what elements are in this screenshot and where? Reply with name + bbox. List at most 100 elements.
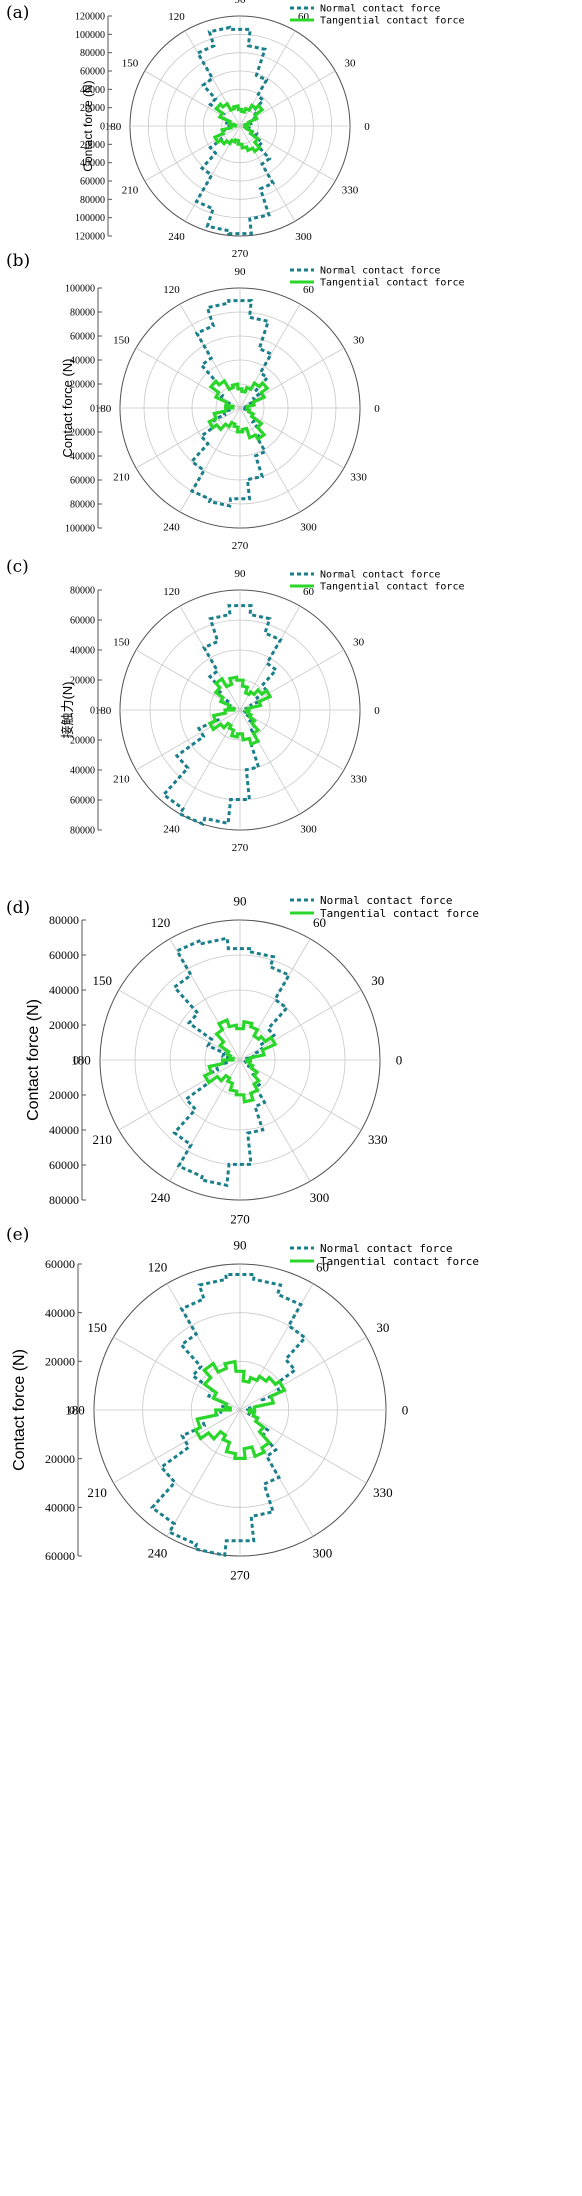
radial-line [179, 605, 241, 711]
y-tick-label: 40000 [80, 158, 105, 169]
y-tick-label: 0 [100, 122, 105, 133]
radial-line [239, 407, 301, 513]
radial-line [144, 70, 241, 127]
y-tick-label: 20000 [70, 380, 95, 391]
y-axis-label: Contact force (N) [25, 999, 42, 1121]
angle-label: 120 [163, 284, 180, 296]
radial-line [239, 303, 301, 409]
radial-line [239, 125, 296, 222]
radial-line [113, 1409, 241, 1484]
legend-label: Tangential contact force [320, 1255, 479, 1268]
angle-label: 120 [151, 915, 171, 930]
radial-line [166, 1283, 241, 1411]
angle-label: 30 [376, 1320, 389, 1335]
y-tick-label: 60000 [45, 1549, 75, 1563]
angle-label: 180 [71, 1053, 91, 1068]
radial-line [118, 1059, 241, 1131]
angle-label: 330 [350, 773, 367, 785]
y-tick-label: 20000 [80, 103, 105, 114]
legend-label: Tangential contact force [320, 16, 465, 27]
radial-line [166, 1409, 241, 1537]
y-tick-label: 80000 [49, 913, 79, 927]
angle-label: 90 [235, 266, 247, 278]
angle-label: 300 [300, 521, 317, 533]
radial-line [135, 407, 241, 469]
y-tick-label: 100000 [65, 284, 95, 295]
tangential-force-series [207, 675, 273, 747]
y-tick-label: 60000 [49, 1158, 79, 1172]
y-axis-label: Contact force (N) [11, 1349, 28, 1471]
tangential-force-series [207, 378, 270, 442]
y-tick-label: 80000 [49, 1193, 79, 1207]
y-tick-label: 20000 [45, 1355, 75, 1369]
angle-label: 330 [368, 1132, 388, 1147]
y-tick-label: 40000 [45, 1501, 75, 1515]
normal-force-series [172, 936, 292, 1188]
polar-chart-4: (d) 0 30 60 90 120 150 180 210 240 270 300 330 80000 6… [6, 894, 479, 1227]
angle-label: 270 [232, 248, 249, 260]
angle-label: 180 [95, 705, 112, 717]
angle-label: 330 [373, 1485, 393, 1500]
normal-force-series [149, 1273, 308, 1558]
radial-line [239, 1059, 311, 1182]
y-tick-label: 40000 [70, 766, 95, 777]
angle-label: 180 [65, 1403, 85, 1418]
radial-line [239, 407, 345, 469]
angle-label: 270 [232, 842, 249, 854]
y-tick-label: 60000 [80, 177, 105, 188]
angle-label: 60 [313, 915, 326, 930]
y-tick-label: 20000 [80, 140, 105, 151]
angle-label: 210 [87, 1485, 107, 1500]
angle-label: 120 [163, 586, 180, 598]
angle-label: 330 [342, 184, 359, 196]
y-tick-label: 40000 [70, 356, 95, 367]
angle-label: 150 [113, 636, 130, 648]
angle-label: 210 [122, 184, 139, 196]
angle-label: 270 [230, 1568, 250, 1583]
angle-label: 270 [232, 540, 249, 552]
angle-label: 0 [374, 403, 380, 415]
panel-label: (d) [6, 898, 30, 918]
angle-label: 90 [234, 894, 247, 909]
legend-label: Normal contact force [320, 1242, 452, 1255]
angle-label: 150 [122, 57, 139, 69]
y-tick-label: 60000 [70, 476, 95, 487]
legend-label: Normal contact force [320, 266, 440, 277]
radial-line [239, 709, 345, 771]
y-tick-label: 20000 [49, 1018, 79, 1032]
angle-label: 330 [350, 471, 367, 483]
angle-label: 180 [105, 121, 122, 133]
normal-force-series [194, 25, 276, 236]
legend-label: Tangential contact force [320, 582, 465, 593]
angle-label: 150 [87, 1320, 107, 1335]
radial-line [169, 938, 241, 1061]
angle-label: 30 [353, 636, 365, 648]
radial-line [239, 709, 301, 815]
angle-label: 150 [113, 334, 130, 346]
angle-label: 240 [163, 521, 180, 533]
y-tick-label: 20000 [70, 428, 95, 439]
radial-line [239, 30, 296, 127]
radial-line [239, 1336, 367, 1411]
angle-label: 90 [234, 1238, 247, 1253]
panel-label: (b) [6, 251, 30, 271]
y-tick-label: 60000 [49, 948, 79, 962]
angle-label: 60 [303, 284, 315, 296]
tangential-force-series [202, 1017, 278, 1104]
radial-line [118, 989, 241, 1061]
y-tick-label: 120000 [75, 12, 105, 23]
y-tick-label: 20000 [45, 1452, 75, 1466]
angle-label: 240 [148, 1545, 168, 1560]
y-tick-label: 60000 [80, 67, 105, 78]
angle-label: 30 [353, 334, 365, 346]
legend-label: Tangential contact force [320, 278, 465, 289]
y-tick-label: 100000 [75, 213, 105, 224]
y-tick-label: 40000 [70, 452, 95, 463]
radial-line [144, 125, 241, 182]
angle-label: 300 [295, 231, 312, 243]
radial-line [113, 1336, 241, 1411]
polar-chart-5: (e) 0 30 60 90 120 150 180 210 240 270 300 330 60000 4… [6, 1225, 479, 1583]
radial-line [239, 989, 362, 1061]
